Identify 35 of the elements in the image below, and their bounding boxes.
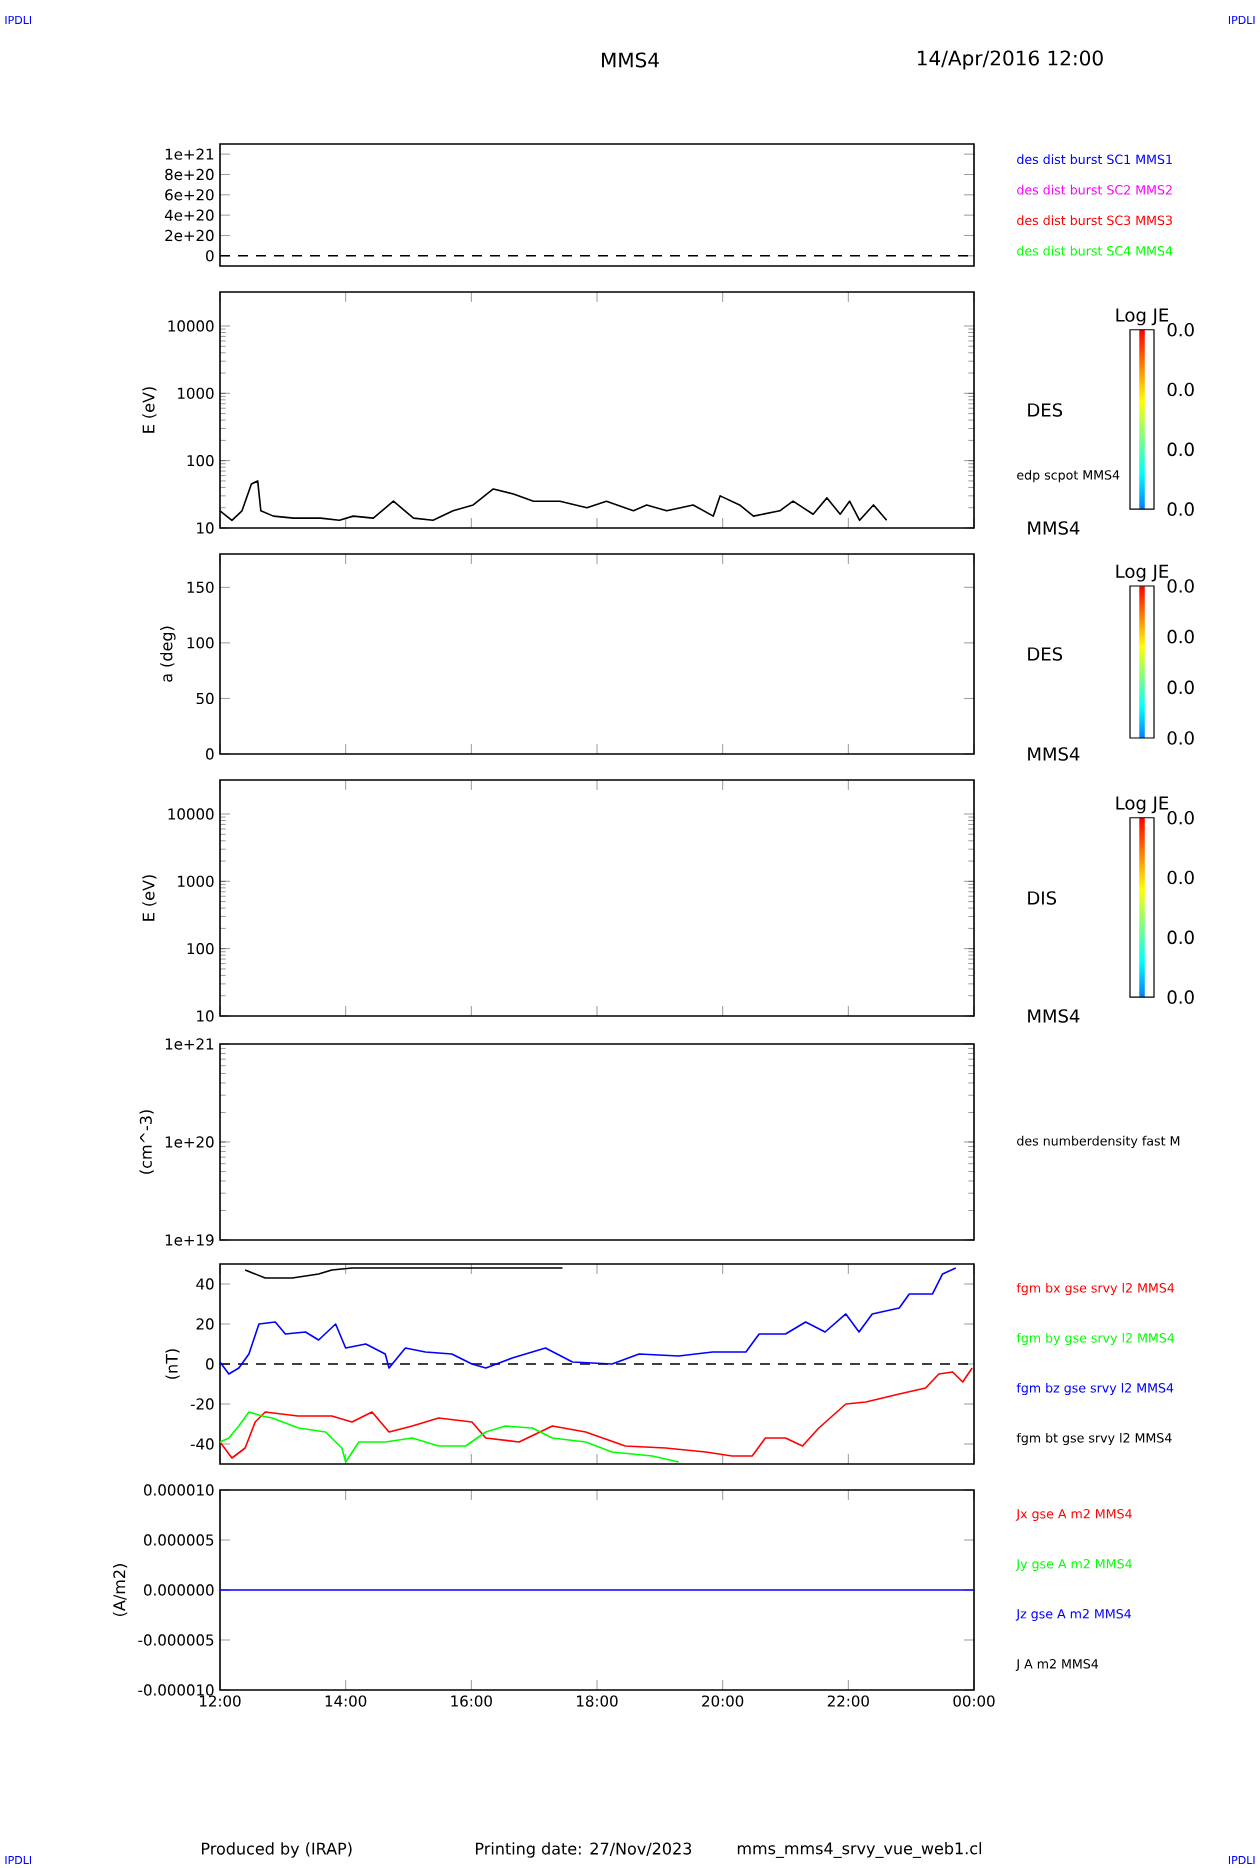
y-axis-title: (A/m2) [112, 1564, 128, 1616]
text: mms_mms4_srvy_vue_web1.cl [737, 1842, 982, 1858]
text: DES [1028, 403, 1063, 417]
text: MMS4 [1028, 747, 1080, 761]
text: DIS [1028, 891, 1057, 905]
text: 0.0 [1167, 322, 1194, 337]
text: 0.0 [1167, 502, 1194, 516]
text: 0.0 [1167, 870, 1194, 885]
line-series [219, 1267, 957, 1375]
text: MMS4 [1028, 521, 1080, 535]
line-series [219, 1411, 680, 1463]
chart-subtitle: 14/Apr/2016 12:00 [917, 50, 1103, 70]
text: Produced by (IRAP) [201, 1842, 352, 1858]
text: 0.0 [1167, 579, 1194, 593]
text: 0.0 [1167, 990, 1194, 1004]
text: 0.0 [1167, 810, 1194, 825]
y-axis-title: E (eV) [142, 387, 157, 433]
text: Printing date: 27/Nov/2023 [475, 1842, 692, 1858]
chart-title: MMS4 [602, 52, 659, 68]
color-bar-title: Log JE [1116, 308, 1169, 326]
line-series [219, 1367, 973, 1459]
text: DES [1028, 647, 1063, 661]
text: 0.0 [1167, 680, 1194, 695]
text: 0.0 [1167, 930, 1194, 945]
y-axis-title: a (deg) [160, 626, 176, 682]
y-axis-title: (cm^-3) [139, 1110, 154, 1174]
text: 0.0 [1167, 442, 1194, 457]
text: MMS4 [1028, 1009, 1080, 1023]
text: 0.0 [1167, 382, 1194, 397]
text: 0.0 [1167, 629, 1194, 644]
color-bar-title: Log JE [1116, 564, 1169, 582]
y-axis-title: (nT) [165, 1349, 180, 1379]
text: 0.0 [1167, 731, 1194, 745]
color-bar-title: Log JE [1116, 796, 1169, 814]
y-axis-title: E (eV) [142, 875, 157, 921]
